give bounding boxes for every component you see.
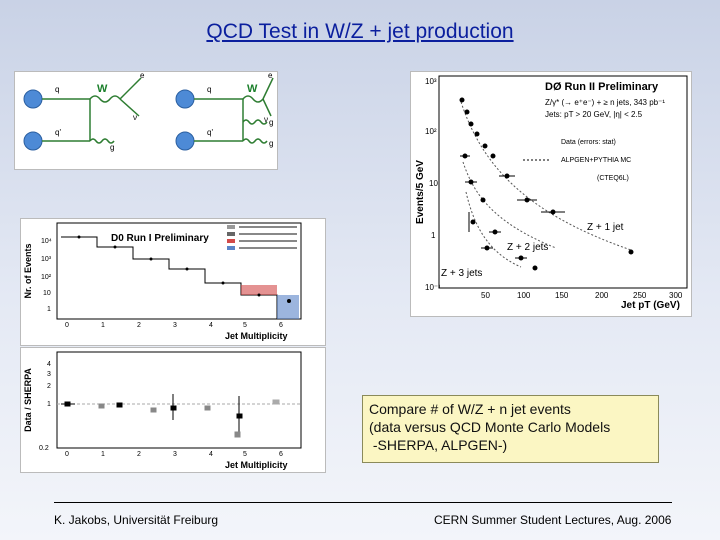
run1-title: D0 Run I Preliminary	[111, 233, 209, 244]
ratio-ytick-4: 0.2	[39, 445, 49, 452]
run1-ylabel: Nr. of Events	[23, 243, 33, 298]
run2-legend-pdf: (CTEQ6L)	[597, 175, 629, 182]
run2-legend-mc: ALPGEN+PYTHIA MC	[561, 157, 631, 164]
run2-ytick-3: 1	[431, 231, 436, 240]
note-line-3: -SHERPA, ALPGEN-)	[369, 437, 508, 453]
label-nu: ν	[264, 115, 268, 124]
run1-legend	[227, 225, 297, 250]
run1-xlabel: Jet Multiplicity	[225, 331, 288, 341]
run1-xtick-3: 3	[173, 322, 177, 329]
run2-ytick-0: 10³	[425, 77, 437, 86]
ratio-xtick-5: 5	[243, 451, 247, 458]
run2-xlabel: Jet pT (GeV)	[621, 300, 680, 311]
label-w: W	[97, 83, 108, 95]
ratio-plot-svg: Data / SHERPA 4 3 2 1 0.2 0 1 2 3 4 5 6 …	[23, 351, 302, 470]
label-z-plus-1-jet: Z + 1 jet	[587, 222, 624, 233]
run2-jet-pt-plot: Events/5 GeV 10³ 10² 10 1 10⁻¹ 50 100 15…	[410, 71, 692, 317]
label-e: e	[140, 72, 145, 80]
run1-xtick-0: 0	[65, 322, 69, 329]
run2-xtick-1: 100	[517, 291, 531, 300]
footer-event: CERN Summer Student Lectures, Aug. 2006	[434, 513, 672, 527]
feynman-diagrams: q q' W e ν g q q' W e ν g g	[23, 71, 274, 152]
run2-mc-curves	[460, 101, 632, 268]
run2-xtick-0: 50	[481, 291, 490, 300]
slide-title: QCD Test in W/Z + jet production	[206, 20, 514, 43]
run1-jet-multiplicity-plot: Nr. of Events 10⁴ 10³ 10² 10 1 0 1 2 3 4…	[20, 218, 326, 346]
run2-process: Z/γ* (→ e⁺e⁻) + ≥ n jets, 343 pb⁻¹	[545, 98, 665, 107]
run2-ylabel: Events/5 GeV	[415, 160, 426, 224]
run2-xtick-3: 200	[595, 291, 609, 300]
ratio-ytick-0: 4	[47, 361, 51, 368]
ratio-xlabel: Jet Multiplicity	[225, 460, 288, 470]
data-sherpa-ratio-plot: Data / SHERPA 4 3 2 1 0.2 0 1 2 3 4 5 6 …	[20, 347, 326, 473]
feynman-diagram-w-plus-one-gluon: q q' W e ν g	[23, 71, 145, 152]
ratio-data-points	[61, 394, 280, 438]
run2-xtick-4: 250	[633, 291, 647, 300]
run2-legend-data: Data (errors: stat)	[561, 139, 616, 146]
run1-ytick-0: 10⁴	[41, 238, 52, 245]
run2-plot-svg: Events/5 GeV 10³ 10² 10 1 10⁻¹ 50 100 15…	[415, 75, 688, 311]
run2-cuts: Jets: pT > 20 GeV, |η| < 2.5	[545, 110, 643, 119]
note-line-1: Compare # of W/Z + n jet events	[369, 401, 571, 417]
label-qbar: q'	[207, 128, 213, 137]
run1-xtick-1: 1	[101, 322, 105, 329]
label-q: q	[55, 85, 59, 94]
label-g: g	[110, 143, 114, 152]
ratio-xtick-2: 2	[137, 451, 141, 458]
label-z-plus-2-jets: Z + 2 jets	[507, 242, 548, 253]
run1-plot-svg: Nr. of Events 10⁴ 10³ 10² 10 1 0 1 2 3 4…	[23, 222, 302, 341]
note-line-2: (data versus QCD Monte Carlo Models	[369, 419, 611, 435]
run1-uncertainty-bands	[241, 285, 299, 319]
run1-histogram	[61, 236, 278, 319]
run1-xtick-5: 5	[243, 322, 247, 329]
ratio-ytick-3: 1	[47, 401, 51, 408]
footer-author: K. Jakobs, Universität Freiburg	[54, 513, 219, 527]
ratio-xtick-6: 6	[279, 451, 283, 458]
run2-ytick-4: 10⁻¹	[425, 283, 441, 292]
ratio-xtick-3: 3	[173, 451, 177, 458]
run1-xtick-6: 6	[279, 322, 283, 329]
run1-xtick-2: 2	[137, 322, 141, 329]
run2-title: DØ Run II Preliminary	[545, 81, 659, 93]
ratio-xtick-1: 1	[101, 451, 105, 458]
label-g1: g	[269, 118, 273, 127]
ratio-xtick-0: 0	[65, 451, 69, 458]
label-e: e	[268, 72, 273, 80]
run1-xtick-4: 4	[209, 322, 213, 329]
ratio-xtick-4: 4	[209, 451, 213, 458]
run2-xtick-2: 150	[555, 291, 569, 300]
run2-xtick-5: 300	[669, 291, 683, 300]
comparison-note-box: Compare # of W/Z + n jet events (data ve…	[362, 395, 659, 463]
run2-ytick-1: 10²	[425, 127, 437, 136]
ratio-ytick-2: 2	[47, 383, 51, 390]
run1-ytick-2: 10²	[41, 274, 52, 281]
run1-data-points	[77, 235, 291, 303]
footer-divider	[54, 502, 672, 503]
run2-ytick-2: 10	[429, 179, 438, 188]
feynman-diagram-panel: q q' W e ν g q q' W e ν g g	[14, 71, 278, 170]
run2-data-points	[459, 97, 634, 271]
ratio-ytick-1: 3	[47, 371, 51, 378]
label-g2: g	[269, 139, 273, 148]
label-qbar: q'	[55, 128, 61, 137]
label-nu: ν	[133, 113, 137, 122]
feynman-diagram-w-plus-two-gluons: q q' W e ν g g	[175, 71, 274, 151]
label-q: q	[207, 85, 211, 94]
run1-ytick-3: 10	[43, 290, 51, 297]
run1-ytick-1: 10³	[41, 256, 52, 263]
label-z-plus-3-jets: Z + 3 jets	[441, 268, 482, 279]
label-w: W	[247, 83, 258, 95]
run1-ytick-4: 1	[47, 306, 51, 313]
ratio-ylabel: Data / SHERPA	[23, 368, 33, 432]
